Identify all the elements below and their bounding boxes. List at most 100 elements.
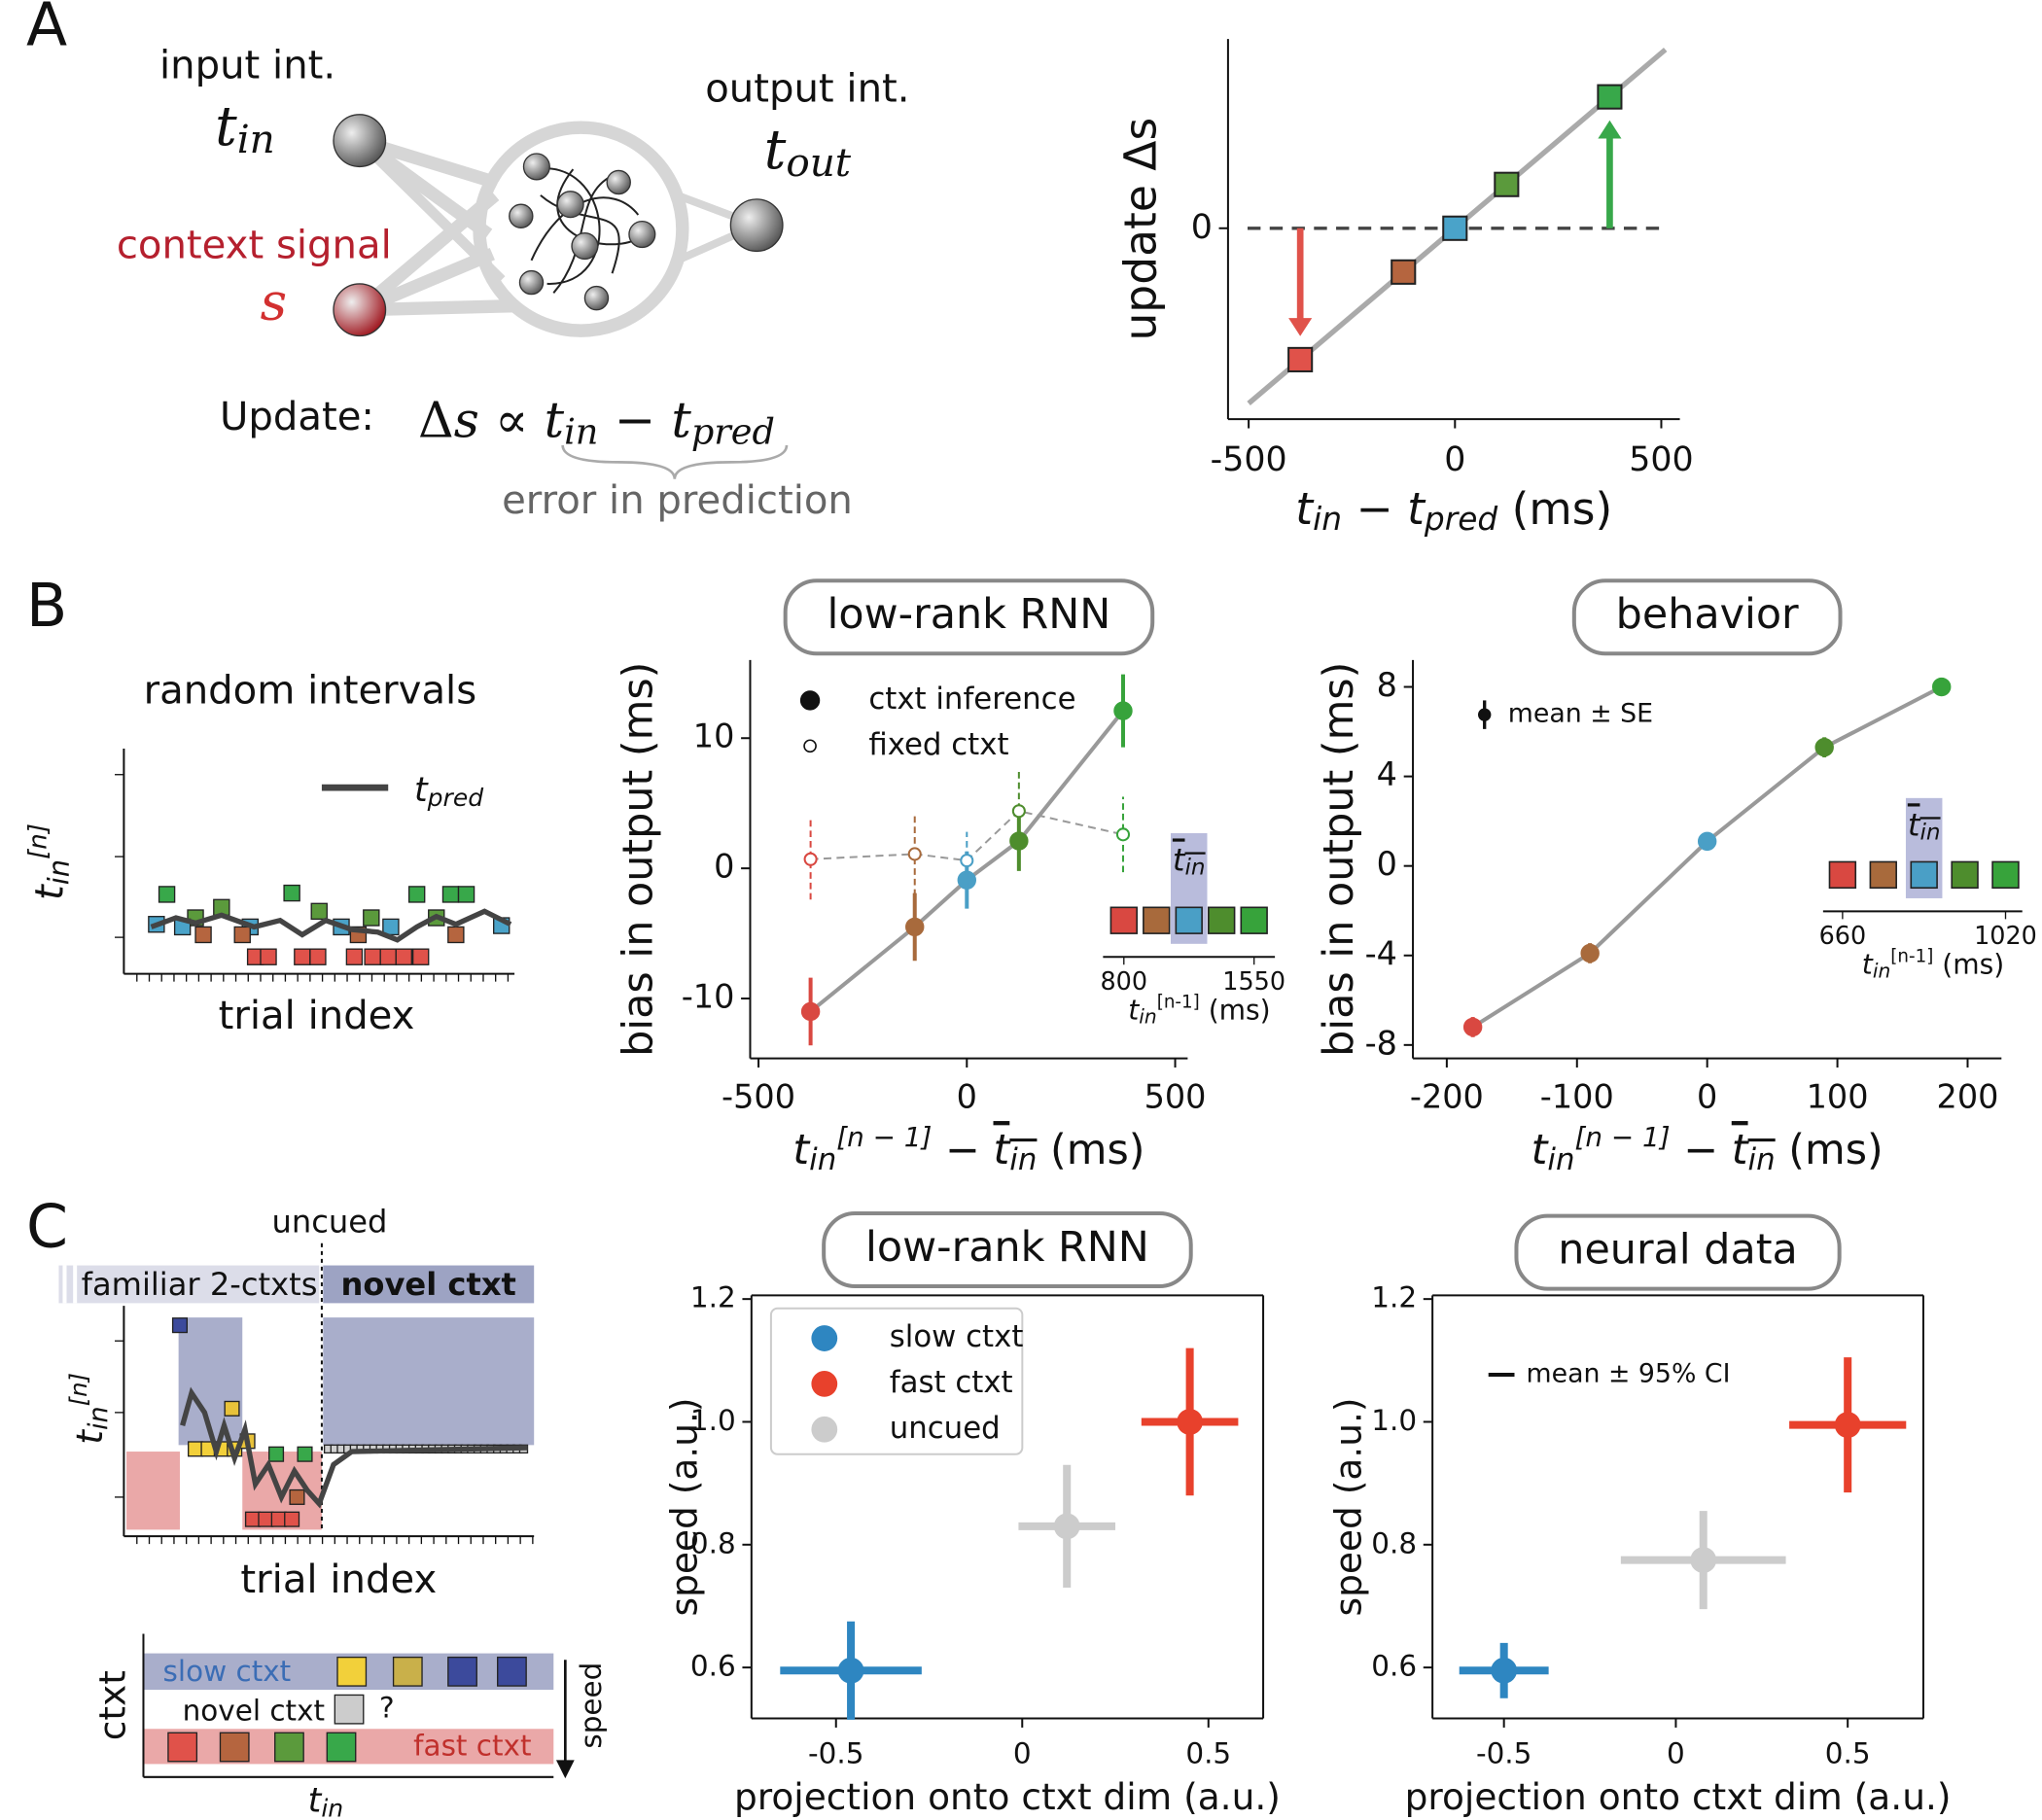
inset-square: [1828, 860, 1857, 890]
schematic-curve: [180, 1386, 528, 1509]
data-point: [1053, 1513, 1080, 1540]
text-part: t: [1862, 949, 1874, 981]
y-tick-label: 0.8: [1371, 1526, 1417, 1559]
data-point: [837, 1657, 864, 1684]
text-part: pred: [427, 784, 485, 812]
inset-square: [1869, 860, 1897, 890]
data-square: [1442, 215, 1468, 241]
data-point: [1580, 943, 1600, 963]
input-label: input int.: [159, 44, 335, 88]
text-part: [n-1]: [1157, 992, 1200, 1012]
data-point: [1113, 701, 1133, 720]
schematic-square: [268, 1446, 285, 1462]
title-box: [783, 578, 1155, 656]
chart-title: neural data: [1558, 1226, 1797, 1275]
speed-label: speed: [575, 1662, 608, 1749]
x-axis-label: projection onto ctxt dim (a.u.): [1405, 1775, 1952, 1818]
schematic-square: [219, 1732, 250, 1763]
ctxt-axis-label: ctxt: [91, 1670, 134, 1740]
brace-label: error in prediction: [502, 478, 853, 523]
x-tick-label: -100: [1540, 1078, 1614, 1116]
schematic-square: [284, 1511, 300, 1527]
text-part: t: [67, 1429, 110, 1445]
text-part: Δ: [418, 392, 454, 449]
inset-tick-label: 800: [1101, 966, 1148, 996]
y-tick-label: 8: [1377, 666, 1397, 704]
fast-label: fast ctxt: [413, 1730, 531, 1763]
x-axis-label: trial index: [219, 994, 415, 1038]
data-square: [1287, 346, 1314, 372]
inset-x-label: tin[n-1] (ms): [1862, 946, 2004, 982]
text-part: t: [1532, 1126, 1550, 1174]
inset-marker-label: tin: [1908, 806, 1941, 845]
text-part: −: [1671, 1126, 1732, 1174]
update-arrowhead: [1598, 120, 1622, 139]
update-formula: Δs ∝ tin − tpred: [418, 392, 775, 453]
x-tick-label: 0.5: [1185, 1737, 1231, 1770]
text-part: in: [1009, 1142, 1037, 1177]
text-part: (ms): [1776, 1126, 1884, 1174]
inset-square: [1240, 906, 1268, 934]
schematic-square: [244, 1511, 261, 1527]
y-axis-label: speed (a.u.): [662, 1397, 705, 1616]
x-tick-label: -200: [1410, 1078, 1484, 1116]
schematic-square: [194, 926, 212, 944]
schematic-square: [233, 926, 251, 944]
text-part: (ms): [1037, 1126, 1144, 1174]
inset-marker-label: tin: [1173, 841, 1206, 880]
schematic-square: [447, 926, 465, 944]
text-part: in: [809, 1142, 836, 1177]
text-part: in: [237, 116, 275, 162]
y-tick-label: -8: [1365, 1024, 1397, 1062]
text-part: t: [215, 94, 237, 158]
data-point: [1834, 1412, 1861, 1439]
schematic-square: [258, 1511, 274, 1527]
text-part: t: [1732, 1126, 1750, 1174]
update-arrowhead: [1288, 318, 1313, 336]
text-part: t: [1128, 994, 1140, 1026]
schematic-square: [447, 1656, 477, 1687]
text-part: [n-1]: [1890, 946, 1933, 966]
x-tick-label: 500: [1144, 1078, 1207, 1116]
schematic-square: [310, 902, 328, 921]
schematic-square: [260, 948, 277, 965]
x-axis-label: trial index: [240, 1558, 437, 1602]
legend-label: slow ctxt: [890, 1319, 1024, 1354]
text-part: t: [1295, 483, 1315, 535]
x-tick-label: 200: [1937, 1078, 1999, 1116]
text-part: [n]: [24, 823, 53, 859]
x-axis-label: tin[n − 1] − tin (ms): [792, 1121, 1144, 1177]
text-part: s: [261, 271, 287, 332]
text-part: [n − 1]: [1575, 1121, 1671, 1153]
y-tick-label: 1.2: [690, 1281, 736, 1314]
panel-label: C: [26, 1191, 68, 1261]
input-symbol: tin: [215, 94, 275, 161]
schematic-square: [334, 1694, 365, 1725]
schematic-square: [363, 909, 380, 927]
x-tick-label: -500: [1211, 440, 1287, 479]
data-point: [1115, 827, 1131, 842]
inset-square: [1143, 906, 1171, 934]
y-tick-label: 0.6: [690, 1650, 736, 1683]
y-tick-label: 0: [1377, 845, 1397, 883]
schematic-square: [336, 1656, 368, 1687]
uncued-label: uncued: [272, 1204, 388, 1241]
x-tick-label: 100: [1807, 1078, 1869, 1116]
legend-label: fixed ctxt: [868, 727, 1008, 762]
legend-marker: [1478, 708, 1492, 721]
schematic-square: [395, 948, 412, 965]
y-axis-label: speed (a.u.): [1326, 1397, 1369, 1616]
data-point: [907, 847, 922, 861]
legend-marker: [803, 739, 817, 753]
schematic-square: [158, 886, 176, 903]
text-part: in: [1873, 959, 1890, 982]
text-part: in: [84, 1406, 114, 1430]
text-part: −: [1342, 483, 1407, 535]
schematic-square: [224, 1400, 240, 1417]
inset-tick-label: 1550: [1222, 966, 1285, 996]
text-part: t: [1407, 483, 1426, 535]
legend-label: tpred: [414, 771, 484, 812]
data-point: [1011, 804, 1026, 819]
